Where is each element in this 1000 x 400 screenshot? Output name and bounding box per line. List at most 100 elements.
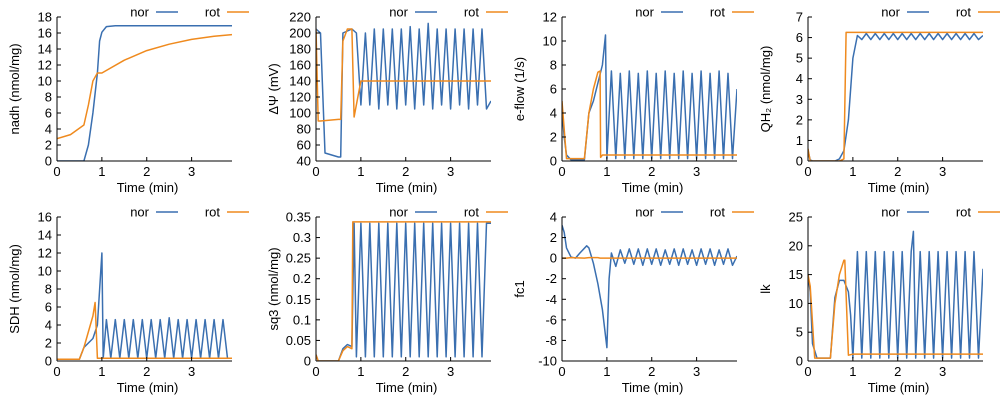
y-tick-label: 4 <box>45 122 52 137</box>
y-tick-label: -10 <box>538 354 557 369</box>
legend-label-rot: rot <box>464 205 480 220</box>
y-tick-label: 0.25 <box>286 251 311 266</box>
x-tick-label: 3 <box>693 164 700 179</box>
x-tick-label: 2 <box>143 164 150 179</box>
x-tick-label: 1 <box>357 164 364 179</box>
legend-label-nor: nor <box>635 5 654 20</box>
x-tick-label: 2 <box>648 364 655 379</box>
legend: nor rot <box>130 205 249 220</box>
x-axis-label: Time (min) <box>622 380 684 395</box>
x-tick-label: 1 <box>98 164 105 179</box>
x-tick-label: 3 <box>939 164 946 179</box>
y-axis-label: SDH (nmol/mg) <box>7 244 22 334</box>
x-tick-label: 2 <box>402 364 409 379</box>
y-tick-label: 8 <box>45 282 52 297</box>
series-line-nor <box>57 252 232 360</box>
y-axis-label: nadh (nmol/mg) <box>7 43 22 134</box>
x-tick-label: 0 <box>312 164 319 179</box>
y-tick-label: 10 <box>38 264 52 279</box>
y-tick-label: 2 <box>45 336 52 351</box>
x-tick-label: 3 <box>693 364 700 379</box>
x-tick-label: 3 <box>188 164 195 179</box>
y-tick-label: 200 <box>289 26 311 41</box>
y-tick-label: 2 <box>45 138 52 153</box>
x-tick-label: 1 <box>849 364 856 379</box>
x-axis-label: Time (min) <box>622 180 684 195</box>
x-tick-label: 0 <box>312 364 319 379</box>
x-tick-label: 3 <box>447 164 454 179</box>
legend-label-rot: rot <box>956 205 972 220</box>
legend: nor rot <box>881 5 1000 20</box>
y-tick-label: 0.3 <box>293 230 311 245</box>
y-tick-label: 20 <box>789 238 803 253</box>
y-tick-label: 0.2 <box>293 271 311 286</box>
x-tick-label: 1 <box>849 164 856 179</box>
x-axis-label: Time (min) <box>117 380 179 395</box>
y-tick-label: 6 <box>550 82 557 97</box>
x-tick-label: 1 <box>357 364 364 379</box>
x-tick-label: 0 <box>558 364 565 379</box>
legend-label-rot: rot <box>205 205 221 220</box>
y-tick-label: 180 <box>289 42 311 57</box>
y-tick-label: 5 <box>796 51 803 66</box>
series-line-rot <box>808 31 983 161</box>
y-tick-label: 16 <box>38 26 52 41</box>
series-line-nor <box>562 34 737 161</box>
y-tick-label: 1 <box>796 133 803 148</box>
y-tick-label: 12 <box>38 246 52 261</box>
series-line-nor <box>808 32 983 161</box>
y-tick-label: 140 <box>289 74 311 89</box>
series-line-nor <box>562 224 737 349</box>
series-line-rot <box>57 301 232 360</box>
y-tick-label: 14 <box>38 228 52 243</box>
y-tick-label: 4 <box>796 71 803 86</box>
y-tick-label: 6 <box>45 106 52 121</box>
series-line-rot <box>808 259 983 359</box>
x-tick-label: 2 <box>143 364 150 379</box>
y-tick-label: 40 <box>297 154 311 169</box>
y-tick-label: 10 <box>543 34 557 49</box>
x-tick-label: 2 <box>894 364 901 379</box>
y-tick-label: 10 <box>38 74 52 89</box>
chart-panel-4: 0 1 2 3 4 5 6 7 0 1 2 3 Time (min) QH₂ (nmol/mg) nor ro… <box>758 5 1000 195</box>
legend-label-rot: rot <box>956 5 972 20</box>
legend: nor rot <box>389 205 508 220</box>
y-tick-label: 2 <box>550 230 557 245</box>
y-tick-label: 4 <box>550 210 557 225</box>
y-tick-label: 0 <box>550 251 557 266</box>
series-line-rot <box>316 221 491 361</box>
y-tick-label: 4 <box>45 318 52 333</box>
legend-label-rot: rot <box>710 205 726 220</box>
y-axis-label: sq3 (nmol/mg) <box>266 247 281 330</box>
y-tick-label: 2 <box>550 130 557 145</box>
y-axis-label: ΔΨ (mV) <box>266 63 281 114</box>
y-tick-label: 8 <box>550 58 557 73</box>
series-line-nor <box>57 25 232 161</box>
legend-label-nor: nor <box>389 5 408 20</box>
y-tick-label: -8 <box>545 333 557 348</box>
legend: nor rot <box>635 5 754 20</box>
y-tick-label: 0 <box>45 154 52 169</box>
y-tick-label: 220 <box>289 10 311 25</box>
y-tick-label: 6 <box>45 300 52 315</box>
x-axis-label: Time (min) <box>376 380 438 395</box>
legend-label-nor: nor <box>130 5 149 20</box>
y-tick-label: 0 <box>304 354 311 369</box>
y-tick-label: 2 <box>796 112 803 127</box>
x-tick-label: 3 <box>188 364 195 379</box>
chart-panel-8: 0 5 10 15 20 25 0 1 2 3 Time (min) lk nor rot <box>758 205 1000 395</box>
y-tick-label: 160 <box>289 58 311 73</box>
legend: nor rot <box>130 5 249 20</box>
y-tick-label: -4 <box>545 292 557 307</box>
series-line-rot <box>562 70 737 160</box>
x-tick-label: 3 <box>447 364 454 379</box>
legend-label-rot: rot <box>710 5 726 20</box>
x-tick-label: 0 <box>804 364 811 379</box>
legend-label-rot: rot <box>205 5 221 20</box>
series-line-rot <box>316 28 491 122</box>
